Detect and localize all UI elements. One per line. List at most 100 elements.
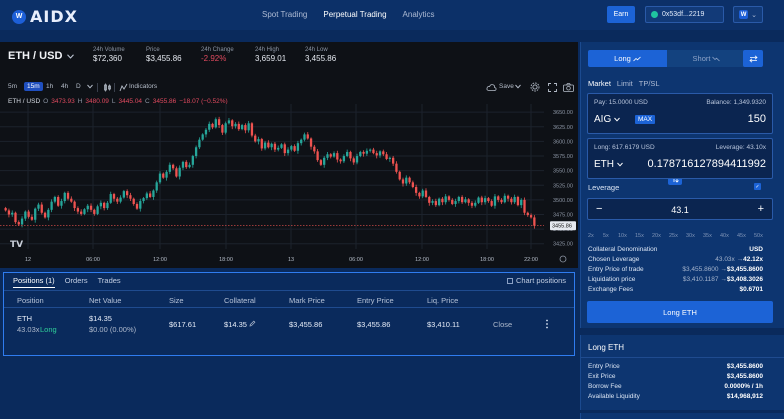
x-tick-label: 06:00	[86, 257, 100, 263]
price-chart[interactable]: 3650.00 3625.00 3600.00 3575.00 3550.00 3525.…	[0, 104, 578, 268]
nav-analytics[interactable]: Analytics	[402, 10, 435, 19]
chart-toolbar: 5m 15m 1h 4h D Indicators Save	[0, 82, 578, 94]
leverage-tick[interactable]: 40x	[720, 233, 729, 239]
candle-body	[434, 201, 437, 206]
timeframe-4h[interactable]: 4h	[61, 83, 69, 90]
candle-body	[369, 149, 372, 151]
tab-market[interactable]: Market	[588, 79, 611, 88]
leverage-stepper[interactable]: − 43.1 +	[587, 198, 773, 220]
leverage-tick[interactable]: 10x	[618, 233, 627, 239]
pay-token-selector[interactable]: AIG	[594, 114, 621, 125]
candle-body	[224, 123, 227, 133]
leverage-ticks[interactable]: 2x 5x 10x 15x 20x 25x 30x 35x 40x 45x 50…	[588, 233, 776, 241]
candle-body	[89, 205, 93, 210]
leverage-increase-button[interactable]: +	[757, 203, 764, 215]
indicators-button[interactable]: Indicators	[129, 83, 158, 90]
nav-spot-trading[interactable]: Spot Trading	[262, 10, 308, 19]
edit-pencil-icon[interactable]	[249, 320, 256, 327]
toolbar-divider	[114, 83, 115, 92]
tab-short[interactable]: Short	[667, 50, 746, 67]
chevron-down-icon[interactable]	[87, 84, 93, 89]
leverage-tick[interactable]: 20x	[652, 233, 661, 239]
tab-long[interactable]: Long	[588, 50, 667, 67]
more-options-icon[interactable]	[545, 319, 549, 329]
leverage-tick[interactable]: 5x	[603, 233, 609, 239]
submit-long-button[interactable]: Long ETH	[587, 301, 773, 323]
detail-to: $0.6701	[739, 286, 764, 293]
candle-body	[332, 153, 336, 157]
leverage-tick[interactable]: 15x	[635, 233, 644, 239]
leverage-tick[interactable]: 25x	[669, 233, 678, 239]
nav-perpetual-trading[interactable]: Perpetual Trading	[323, 10, 387, 19]
tab-orders[interactable]: Orders	[64, 276, 88, 285]
swap-direction-button[interactable]	[743, 50, 763, 67]
position-entry-price: $3,455.86	[357, 320, 391, 329]
indicators-icon[interactable]	[119, 83, 128, 92]
candle-body	[191, 156, 194, 165]
leverage-tick[interactable]: 30x	[686, 233, 695, 239]
ohlc-low: 3445.04	[118, 98, 143, 105]
save-button[interactable]: Save	[499, 83, 514, 90]
pay-balance: Balance: 1,349.9320	[706, 99, 766, 106]
leverage-tick[interactable]: 35x	[703, 233, 712, 239]
leverage-value: 43.1	[671, 205, 689, 215]
y-tick-label: 3475.00	[553, 213, 573, 219]
settings-gear-icon[interactable]	[530, 82, 540, 92]
network-selector[interactable]: W ⌄	[733, 6, 763, 23]
candle-type-icon[interactable]	[103, 83, 112, 92]
candle-body	[444, 196, 447, 203]
chart-positions-toggle[interactable]: Chart positions	[506, 276, 566, 285]
stat-value: 3,659.01	[255, 54, 287, 63]
candle-body	[122, 191, 126, 198]
tab-tpsl[interactable]: TP/SL	[638, 79, 660, 88]
summary-borrow-fee: Borrow Fee 0.0000% / 1h	[588, 383, 763, 390]
receive-amount: 0.178716127894411992	[647, 158, 766, 170]
pair-selector[interactable]: ETH / USD	[8, 50, 75, 62]
candle-body	[250, 123, 254, 136]
pay-field[interactable]: Pay: 15.0000 USD Balance: 1,349.9320 AIG…	[587, 93, 773, 134]
timeframe-5m[interactable]: 5m	[8, 83, 18, 90]
leverage-tick[interactable]: 2x	[588, 233, 594, 239]
wallet-button[interactable]: 0x53df...2219	[645, 6, 724, 23]
fullscreen-icon[interactable]	[548, 83, 557, 92]
x-tick-label: 12	[25, 257, 31, 263]
receive-token-selector[interactable]: ETH	[594, 159, 623, 170]
tab-positions[interactable]: Positions (1)	[13, 276, 55, 288]
timeframe-15m[interactable]: 15m	[24, 82, 43, 91]
candle-body	[168, 164, 171, 172]
y-tick-label: 3600.00	[553, 139, 573, 145]
candle-body	[201, 134, 204, 140]
leverage-checkbox[interactable]: ✓	[754, 183, 761, 190]
candle-body	[529, 215, 533, 218]
position-asset: ETH	[17, 314, 32, 323]
chart-positions-checkbox[interactable]	[506, 277, 513, 284]
leverage-tick[interactable]: 45x	[737, 233, 746, 239]
candle-body	[221, 125, 224, 133]
leverage-tick[interactable]: 50x	[754, 233, 763, 239]
receive-field[interactable]: Long: 617.6179 USD Leverage: 43.10x ETH …	[587, 138, 773, 179]
chevron-down-icon[interactable]	[515, 84, 521, 89]
position-size: $617.61	[169, 320, 197, 329]
candle-body	[227, 120, 231, 124]
candle-body	[198, 139, 201, 148]
candle-body	[20, 218, 24, 225]
col-position: Position	[17, 296, 44, 305]
detail-exchange-fees: Exchange Fees $0.6701	[588, 286, 763, 293]
earn-button[interactable]: Earn	[607, 6, 635, 23]
tab-trades[interactable]: Trades	[97, 276, 121, 285]
position-side: Long	[40, 325, 57, 334]
camera-icon[interactable]	[563, 83, 574, 92]
timeframe-1h[interactable]: 1h	[46, 83, 54, 90]
app-logo[interactable]: W AIDX	[12, 7, 78, 26]
timeframe-d[interactable]: D	[76, 83, 81, 90]
table-row[interactable]: ETH 43.03x Long $14.35 $0.00 (0.00%) $61…	[4, 311, 574, 341]
candle-body	[313, 146, 316, 152]
pay-amount-input[interactable]: 150	[747, 113, 766, 125]
leverage-decrease-button[interactable]: −	[596, 203, 603, 215]
swap-arrows-icon	[748, 54, 758, 63]
chevron-down-icon: ⌄	[751, 11, 757, 19]
close-position-button[interactable]: Close	[493, 320, 513, 329]
max-button[interactable]: MAX	[635, 115, 656, 124]
tab-limit[interactable]: Limit	[616, 79, 633, 88]
candle-body	[283, 144, 286, 154]
